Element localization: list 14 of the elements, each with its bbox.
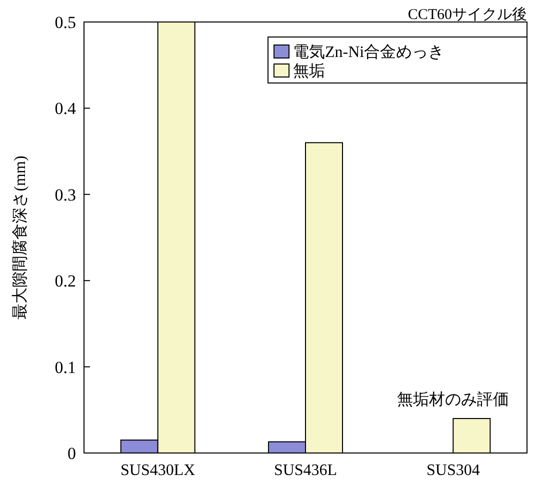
y-tick-label: 0.5 bbox=[54, 13, 76, 32]
legend-label: 電気Zn-Ni合金めっき bbox=[293, 43, 444, 61]
y-axis-title: 最大隙間腐食深さ(mm) bbox=[11, 156, 29, 320]
y-tick-label: 0.1 bbox=[54, 358, 76, 377]
x-tick-label: SUS304 bbox=[426, 462, 480, 479]
y-tick-label: 0.3 bbox=[54, 185, 76, 204]
y-tick-label: 0.2 bbox=[54, 272, 76, 291]
y-tick-label: 0 bbox=[68, 444, 76, 463]
x-tick-label: SUS436L bbox=[274, 462, 338, 479]
annotation: 無垢材のみ評価 bbox=[397, 390, 510, 409]
x-tick-label: SUS430LX bbox=[120, 462, 196, 479]
legend-label: 無垢 bbox=[293, 63, 325, 80]
y-tick-label: 0.4 bbox=[54, 99, 76, 118]
chart-subtitle: CCT60サイクル後 bbox=[408, 6, 527, 23]
